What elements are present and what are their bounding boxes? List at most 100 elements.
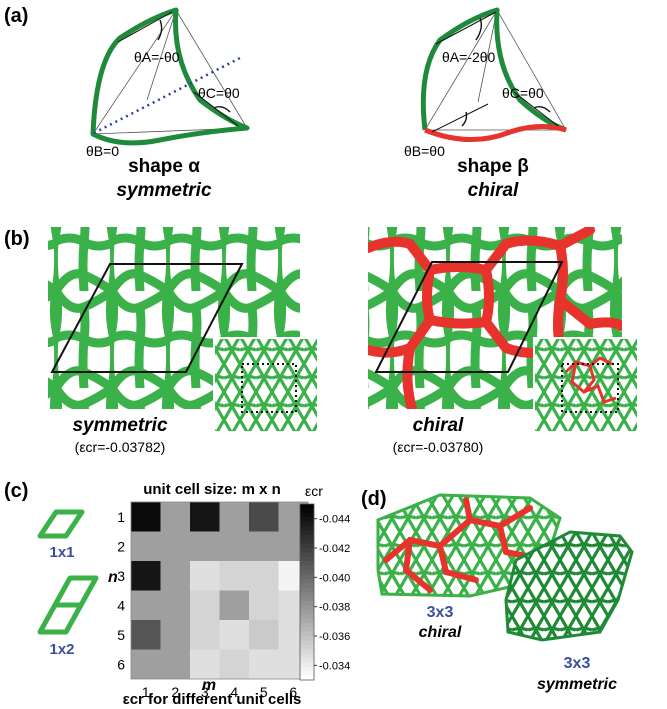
heatmap-cell: [131, 649, 161, 679]
cell-1x2-icon: [37, 575, 99, 635]
colorbar-segment: [300, 508, 314, 514]
heatmap-cell: [190, 531, 220, 561]
colorbar-segment: [300, 539, 314, 545]
heatmap-cell: [219, 620, 249, 650]
colorbar-segment: [300, 662, 314, 668]
beta-theta-a: θA=-2θ0: [442, 49, 496, 65]
colorbar-segment: [300, 512, 314, 518]
colorbar-segment: [300, 561, 314, 567]
heatmap-cell: [190, 590, 220, 620]
colorbar-segment: [300, 609, 314, 615]
chiral-ecr: (εcr=-0.03780): [393, 439, 484, 455]
heatmap-title: unit cell size: m x n: [143, 481, 281, 498]
heatmap-y-tick: 6: [117, 656, 125, 672]
colorbar-segment: [300, 548, 314, 553]
panel-b-label: (b): [4, 228, 30, 250]
alpha-title: shape α: [128, 156, 200, 177]
colorbar-segment: [300, 574, 314, 580]
alpha-theta-a: θA=-θ0: [134, 49, 180, 65]
heatmap-cell: [190, 620, 220, 650]
colorbar-segment: [300, 636, 314, 641]
panel-a-label: (a): [4, 5, 28, 27]
heatmap-cell: [160, 561, 190, 591]
colorbar-segment: [300, 556, 314, 562]
heatmap-y-tick: 1: [117, 509, 125, 525]
colorbar-segment: [300, 565, 314, 571]
colorbar-segment: [300, 600, 314, 606]
chiral-caption: chiral: [413, 415, 464, 436]
symmetric-ecr: (εcr=-0.03782): [75, 439, 166, 455]
chiral-lattice: [368, 227, 622, 409]
colorbar-segment: [300, 530, 314, 536]
heatmap: 1 2 3 4 5 6 1 2 3 4 5 6: [117, 501, 309, 700]
colorbar-tick-label: -0.042: [319, 543, 350, 555]
colorbar: -0.044 -0.042 -0.040 -0.038 -0.036 -0.034: [299, 503, 350, 681]
colorbar-frame: [299, 503, 315, 681]
colorbar-segment: [300, 521, 314, 527]
heatmap-cell: [131, 590, 161, 620]
heatmap-cell: [249, 649, 279, 679]
colorbar-segment: [300, 504, 314, 509]
alpha-subtitle: symmetric: [116, 180, 211, 201]
colorbar-segment: [300, 570, 314, 575]
colorbar-segment: [300, 622, 314, 628]
heatmap-cell: [219, 502, 249, 532]
heatmap-cell: [160, 502, 190, 532]
beta-subtitle: chiral: [468, 180, 519, 201]
alpha-theta-c: θC=θ0: [198, 85, 240, 101]
colorbar-segment: [300, 534, 314, 540]
beta-title: shape β: [457, 156, 529, 177]
heatmap-y-tick: 2: [117, 538, 125, 554]
colorbar-segment: [300, 587, 314, 593]
colorbar-segment: [300, 618, 314, 624]
colorbar-segment: [300, 614, 314, 619]
symmetric-inset: [213, 337, 319, 433]
colorbar-segment: [300, 543, 314, 549]
colorbar-segment: [300, 675, 314, 681]
heatmap-cell: [219, 590, 249, 620]
beta-theta-b: θB=θ0: [404, 143, 445, 159]
heatmap-n-label: n: [108, 569, 118, 586]
heatmap-x-tick: 4: [230, 684, 238, 700]
heatmap-x-tick: 5: [260, 684, 268, 700]
heatmap-m-label: m: [202, 677, 216, 694]
heatmap-cell: [131, 620, 161, 650]
colorbar-segment: [300, 552, 314, 558]
heatmap-cell: [160, 649, 190, 679]
heatmap-y-tick: 3: [117, 568, 125, 584]
cell-1x1-label: 1x1: [49, 544, 74, 561]
colorbar-segment: [300, 592, 314, 597]
colorbar-segment: [300, 578, 314, 584]
colorbar-segment: [300, 644, 314, 650]
colorbar-segment: [300, 526, 314, 531]
colorbar-tick-label: -0.038: [319, 602, 350, 614]
heatmap-cell: [131, 531, 161, 561]
colorbar-title: εcr: [305, 483, 323, 499]
heatmap-cell: [190, 502, 220, 532]
heatmap-x-caption: εcr for different unit cells: [123, 691, 302, 708]
heatmap-cell: [160, 620, 190, 650]
heatmap-cell: [219, 561, 249, 591]
colorbar-segment: [300, 640, 314, 646]
symmetric-3x3-type: symmetric: [537, 676, 617, 693]
shape-beta: [420, 7, 567, 142]
heatmap-x-tick: 3: [201, 684, 209, 700]
colorbar-segment: [300, 605, 314, 611]
colorbar-segment: [300, 517, 314, 523]
heatmap-cell: [131, 561, 161, 591]
colorbar-tick-label: -0.034: [319, 660, 350, 672]
colorbar-segment: [300, 666, 314, 672]
heatmap-cell: [160, 590, 190, 620]
heatmap-cell: [219, 649, 249, 679]
heatmap-cell: [249, 620, 279, 650]
colorbar-segment: [300, 649, 314, 655]
chiral-3x3-type: chiral: [419, 624, 462, 641]
colorbar-segment: [300, 631, 314, 637]
beta-theta-c: θC=θ0: [502, 85, 544, 101]
symmetric-caption: symmetric: [72, 415, 167, 436]
heatmap-cell: [249, 561, 279, 591]
colorbar-tick-label: -0.036: [319, 631, 350, 643]
alpha-theta-b: θB=0: [86, 143, 119, 159]
heatmap-cell: [219, 531, 249, 561]
